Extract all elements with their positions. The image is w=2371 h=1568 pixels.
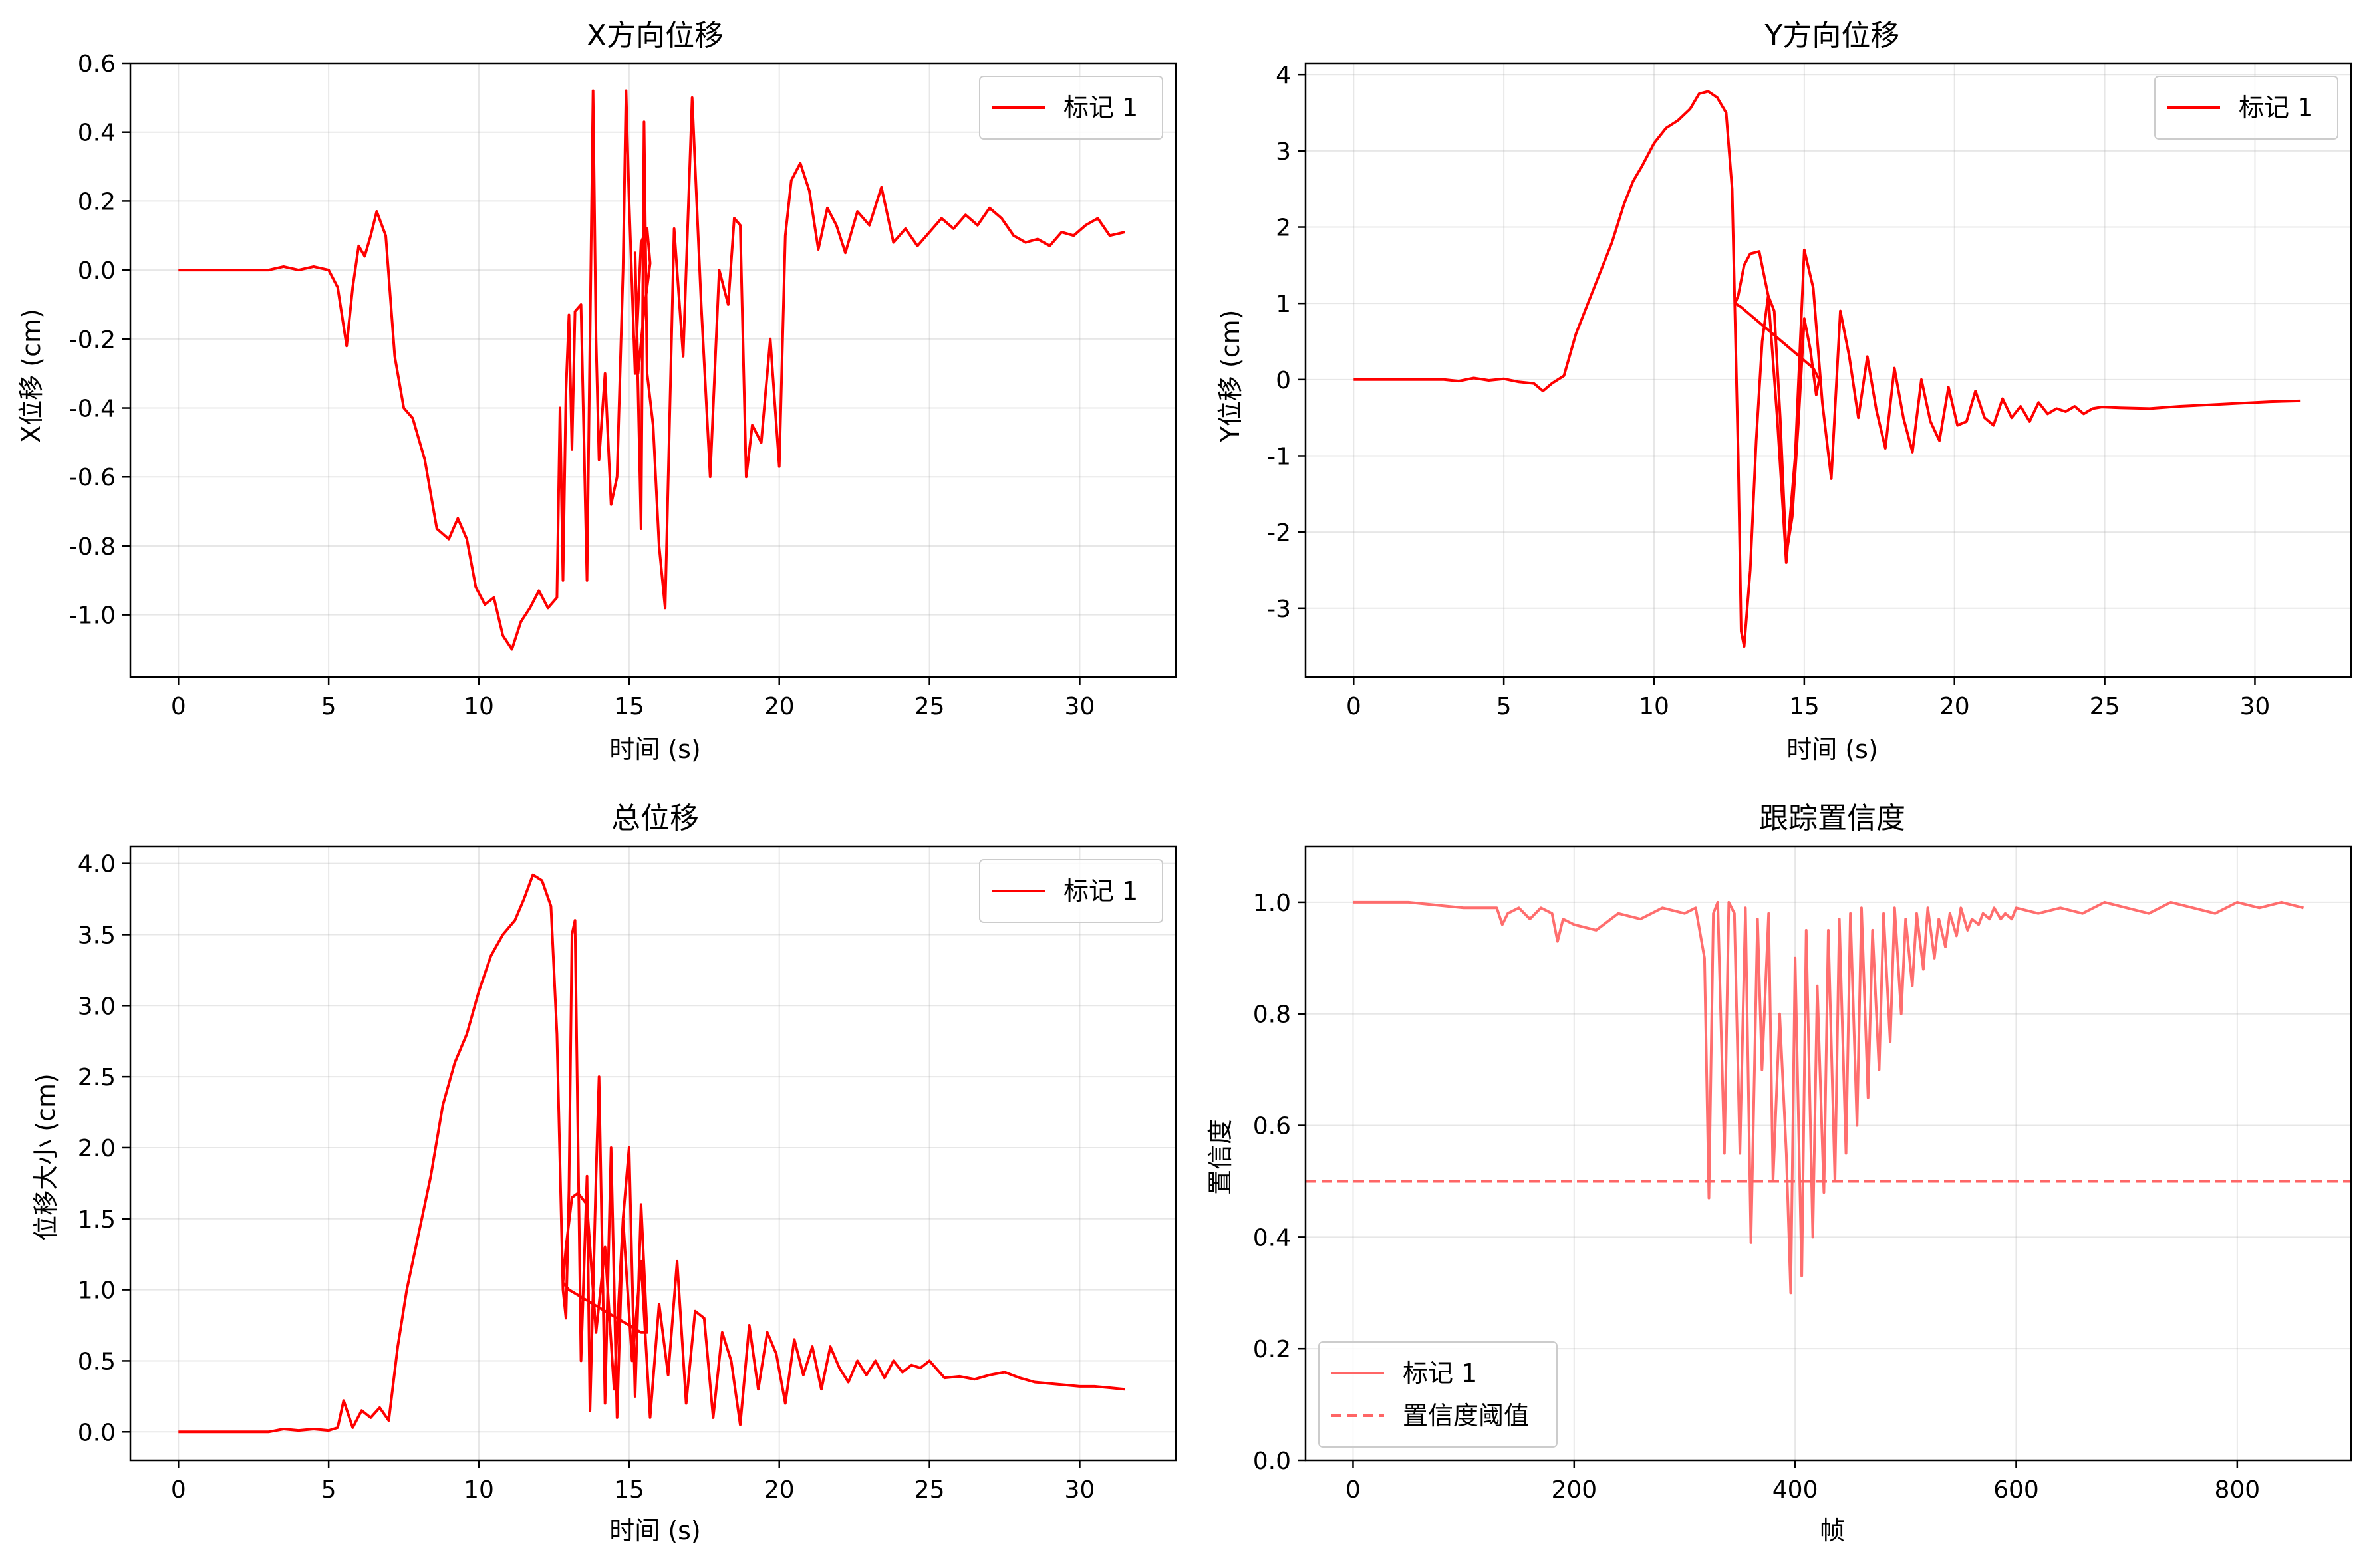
y-tick-label: 0.0 <box>1253 1448 1291 1475</box>
chart-title: Y方向位移 <box>1764 19 1900 53</box>
chart-title: 总位移 <box>611 801 699 835</box>
y-tick-label: 4.0 <box>78 851 116 878</box>
legend-label: 标记 1 <box>1063 93 1138 122</box>
y-tick-label: -0.8 <box>69 533 116 561</box>
y-tick-label: 0.0 <box>78 257 116 285</box>
y-tick-label: -2 <box>1267 519 1291 547</box>
x-tick-label: 200 <box>1551 1476 1597 1503</box>
legend: 标记 1 <box>979 76 1163 140</box>
x-tick-label: 10 <box>464 693 494 720</box>
x-tick-label: 15 <box>1789 693 1820 720</box>
axes-frame <box>1304 845 2352 1462</box>
series-line <box>1353 900 2304 1295</box>
x-tick-label: 0 <box>1345 1476 1361 1503</box>
x-tick-label: 20 <box>764 693 795 720</box>
series-line <box>1353 90 2301 648</box>
x-tick-label: 400 <box>1772 1476 1818 1503</box>
y-tick-label: 0.0 <box>78 1419 116 1446</box>
y-tick-label: -0.6 <box>69 464 116 491</box>
y-tick-label: 0.4 <box>1253 1224 1291 1251</box>
axes-frame <box>129 62 1177 678</box>
y-tick-label: 1.5 <box>78 1206 116 1234</box>
series-line <box>178 873 1125 1434</box>
y-tick-label: -3 <box>1267 596 1291 623</box>
y-tick-label: 3.5 <box>78 922 116 949</box>
legend-label: 标记 1 <box>1403 1359 1477 1388</box>
y-tick-label: 0.2 <box>78 188 116 215</box>
y-tick-label: 0.6 <box>78 51 116 78</box>
axes-frame <box>1304 62 2352 678</box>
y-tick-label: 0.4 <box>78 120 116 147</box>
legend-label: 置信度阈值 <box>1403 1401 1529 1430</box>
x-tick-label: 30 <box>1065 1476 1095 1503</box>
legend-box <box>979 76 1163 140</box>
y-tick-label: 0.6 <box>1253 1113 1291 1140</box>
x-tick-label: 600 <box>1993 1476 2039 1503</box>
legend-label: 标记 1 <box>2239 93 2313 122</box>
total-displacement-chart: 总位移 时间 (s) 位移大小 (cm) 0 5 10 15 20 25 30 0.0 0.5 1… <box>31 801 1177 1545</box>
axes-frame <box>129 845 1177 1462</box>
y-tick-label: 3.0 <box>78 993 116 1020</box>
x-tick-label: 30 <box>1065 693 1095 720</box>
x-tick-label: 10 <box>1639 693 1669 720</box>
x-tick-label: 25 <box>914 693 945 720</box>
x-tick-label: 20 <box>1939 693 1970 720</box>
chart-title: X方向位移 <box>587 19 724 53</box>
legend-box <box>2154 76 2338 140</box>
y-tick-label: 1.0 <box>78 1277 116 1305</box>
y-tick-label: -1 <box>1267 443 1291 470</box>
y-tick-label: -1.0 <box>69 602 116 630</box>
y-axis-label: X位移 (cm) <box>17 309 46 443</box>
x-tick-label: 0 <box>1346 693 1361 720</box>
y-tick-label: 0.8 <box>1253 1001 1291 1029</box>
y-tick-label: 3 <box>1276 138 1291 166</box>
legend: 标记 1 置信度阈值 <box>1318 1341 1558 1448</box>
legend: 标记 1 <box>979 859 1163 923</box>
x-tick-label: 20 <box>764 1476 795 1503</box>
tracking-confidence-chart: 跟踪置信度 帧 置信度 0 200 400 600 800 0.0 0.2 0.4 0.6 0.8… <box>1206 801 2352 1545</box>
x-axis-label: 时间 (s) <box>1786 735 1878 764</box>
y-tick-label: 2.5 <box>78 1064 116 1091</box>
x-tick-label: 10 <box>464 1476 494 1503</box>
y-tick-label: 2 <box>1276 215 1291 242</box>
series-line <box>178 89 1125 651</box>
y-displacement-chart: Y方向位移 时间 (s) Y位移 (cm) 0 5 10 15 20 25 30-3-2-1… <box>1216 19 2352 764</box>
x-displacement-chart: X方向位移 时间 (s) X位移 (cm) 0 5 10 15 20 25 30 -1.0 -0… <box>17 19 1177 764</box>
y-tick-label: 0 <box>1276 367 1291 394</box>
x-axis-label: 帧 <box>1820 1516 1845 1545</box>
legend: 标记 1 <box>2154 76 2338 140</box>
x-tick-label: 5 <box>321 693 337 720</box>
x-tick-label: 5 <box>1496 693 1512 720</box>
y-tick-label: 1.0 <box>1253 890 1291 917</box>
x-tick-label: 5 <box>321 1476 337 1503</box>
x-tick-label: 800 <box>2214 1476 2260 1503</box>
x-tick-label: 30 <box>2240 693 2271 720</box>
y-axis-label: 置信度 <box>1206 1119 1235 1195</box>
y-tick-label: -0.2 <box>69 327 116 354</box>
y-axis-label: Y位移 (cm) <box>1216 310 1245 443</box>
y-tick-label: 0.2 <box>1253 1336 1291 1363</box>
x-tick-label: 15 <box>614 1476 644 1503</box>
x-tick-label: 0 <box>171 693 186 720</box>
x-axis-label: 时间 (s) <box>609 1516 701 1545</box>
y-tick-label: 2.0 <box>78 1135 116 1162</box>
x-axis-label: 时间 (s) <box>609 735 701 764</box>
legend-label: 标记 1 <box>1063 876 1138 906</box>
legend-box <box>979 859 1163 923</box>
legend-box <box>1318 1341 1558 1448</box>
x-tick-label: 15 <box>614 693 644 720</box>
x-tick-label: 25 <box>2090 693 2120 720</box>
y-tick-label: -0.4 <box>69 396 116 423</box>
chart-title: 跟踪置信度 <box>1759 801 1905 835</box>
y-tick-label: 0.5 <box>78 1348 116 1375</box>
x-tick-label: 25 <box>914 1476 945 1503</box>
y-tick-label: 1 <box>1276 291 1291 318</box>
y-tick-label: 4 <box>1276 62 1291 89</box>
y-axis-label: 位移大小 (cm) <box>31 1073 61 1241</box>
x-tick-label: 0 <box>171 1476 186 1503</box>
